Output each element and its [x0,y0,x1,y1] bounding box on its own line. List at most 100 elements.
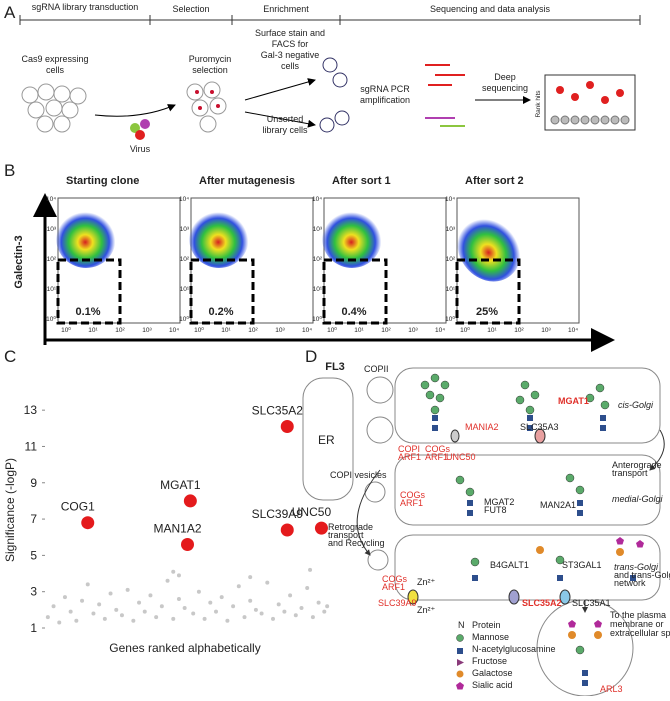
tick-label: 10¹ [221,327,231,334]
tick-label: 10⁰ [194,326,204,334]
tick-label: 10² [115,327,125,334]
tick-label: 10² [248,327,258,334]
arrow [94,104,176,117]
panel-label: D [305,347,317,366]
gene-point [68,609,73,614]
y-tick-label: 9 [30,476,37,490]
gene-point [74,618,79,623]
label: extracellular space [610,628,670,638]
gene-point [214,609,218,614]
plot-title: Starting clone [66,175,139,187]
gene-point [131,618,136,623]
label: medial-Golgi [612,494,664,504]
label: FUT8 [484,505,507,515]
label: SLC39A9 [378,598,417,608]
gene-point [236,584,241,589]
gene-point [108,591,113,596]
stage: Sequencing and data analysis [430,4,551,14]
glycans [420,373,610,655]
arrow [649,429,665,471]
gene-point [276,602,281,607]
tick-label: 10⁰ [312,315,322,323]
legend-symbol [456,670,464,678]
gene-point [288,593,293,598]
step: selection [192,65,228,75]
point-label: SLC35A2 [252,403,304,417]
label: transport [328,530,364,540]
panel-b: Galectin-3 FL3 Starting clone0.1%10⁰10⁰1… [13,175,615,373]
legend-text: Galactose [472,668,513,678]
tick-label: 10⁴ [169,327,179,334]
cis-golgi [394,367,661,444]
panel-labels: A B C D [4,3,317,366]
gene-point [202,616,207,621]
gene-point [253,607,258,612]
y-tick-label: 7 [30,512,37,526]
gene-point [97,602,102,607]
label: Retrograde [328,522,373,532]
label: UNC50 [446,452,476,462]
er [302,377,354,501]
gene-point [148,593,153,598]
virus-icon [135,130,145,140]
gate-percent: 25% [476,306,498,318]
gene-point [91,611,96,616]
gate-percent: 0.2% [208,306,233,318]
gene-point [299,606,304,611]
step: amplification [360,95,410,105]
legend-symbol [457,659,464,666]
panel-d: ER COPII COPI ARF1 COGs ARF1 UNC50 MANIA… [302,364,670,697]
step: Rank hits [535,90,542,118]
tick-label: 10³ [275,327,285,334]
step: Surface stain and [255,28,325,38]
rank-dots [556,81,624,104]
hit-point [314,521,328,535]
rank-dots [550,115,630,125]
trans-golgi [394,534,661,601]
step: cells [46,65,65,75]
label: SLC35A1 [572,598,611,608]
point-label: MGAT1 [160,478,201,492]
plot-title: After sort 2 [465,175,524,187]
step: FACS for [272,39,309,49]
plot-title: After sort 1 [332,175,391,187]
gene-point [171,569,176,574]
label: COPII [364,364,389,374]
step: Unsorted [267,114,304,124]
step: library cells [262,125,308,135]
gene-point [293,613,298,618]
tick-label: 10⁰ [179,315,189,323]
medial-golgi [394,454,661,526]
label: MANIA2 [465,422,499,432]
plot-title: After mutagenesis [199,175,295,187]
gate-percent: 0.1% [75,306,100,318]
y-tick-label: 1 [30,621,37,635]
label: COPI [398,444,420,454]
tick-label: 10³ [313,226,323,233]
gene-point [305,586,310,591]
step: Puromycin [189,54,232,64]
gate [189,258,255,325]
tick-label: 10³ [408,327,418,334]
label: and trans-Golgi [614,570,670,580]
gene-point [80,598,85,603]
tick-label: 10⁴ [302,327,312,334]
tick-label: 10⁴ [179,196,189,203]
pcr-bands [425,64,465,127]
step: Deep [494,72,516,82]
tick-label: 10³ [142,327,152,334]
point-label: UNC50 [292,505,332,519]
label: B4GALT1 [490,560,529,570]
x-label: Genes ranked alphabetically [109,641,260,655]
tick-label: 10⁰ [460,326,470,334]
vesicle [366,376,394,404]
label: cis-Golgi [618,400,654,410]
label: Zn²⁺ [417,577,436,587]
virus-icon [140,119,150,129]
tick-label: 10¹ [446,286,456,293]
label: MAN2A1 [540,500,576,510]
legend-symbol [457,648,463,654]
tick-label: 10⁰ [46,315,56,323]
stage: Selection [172,4,209,14]
